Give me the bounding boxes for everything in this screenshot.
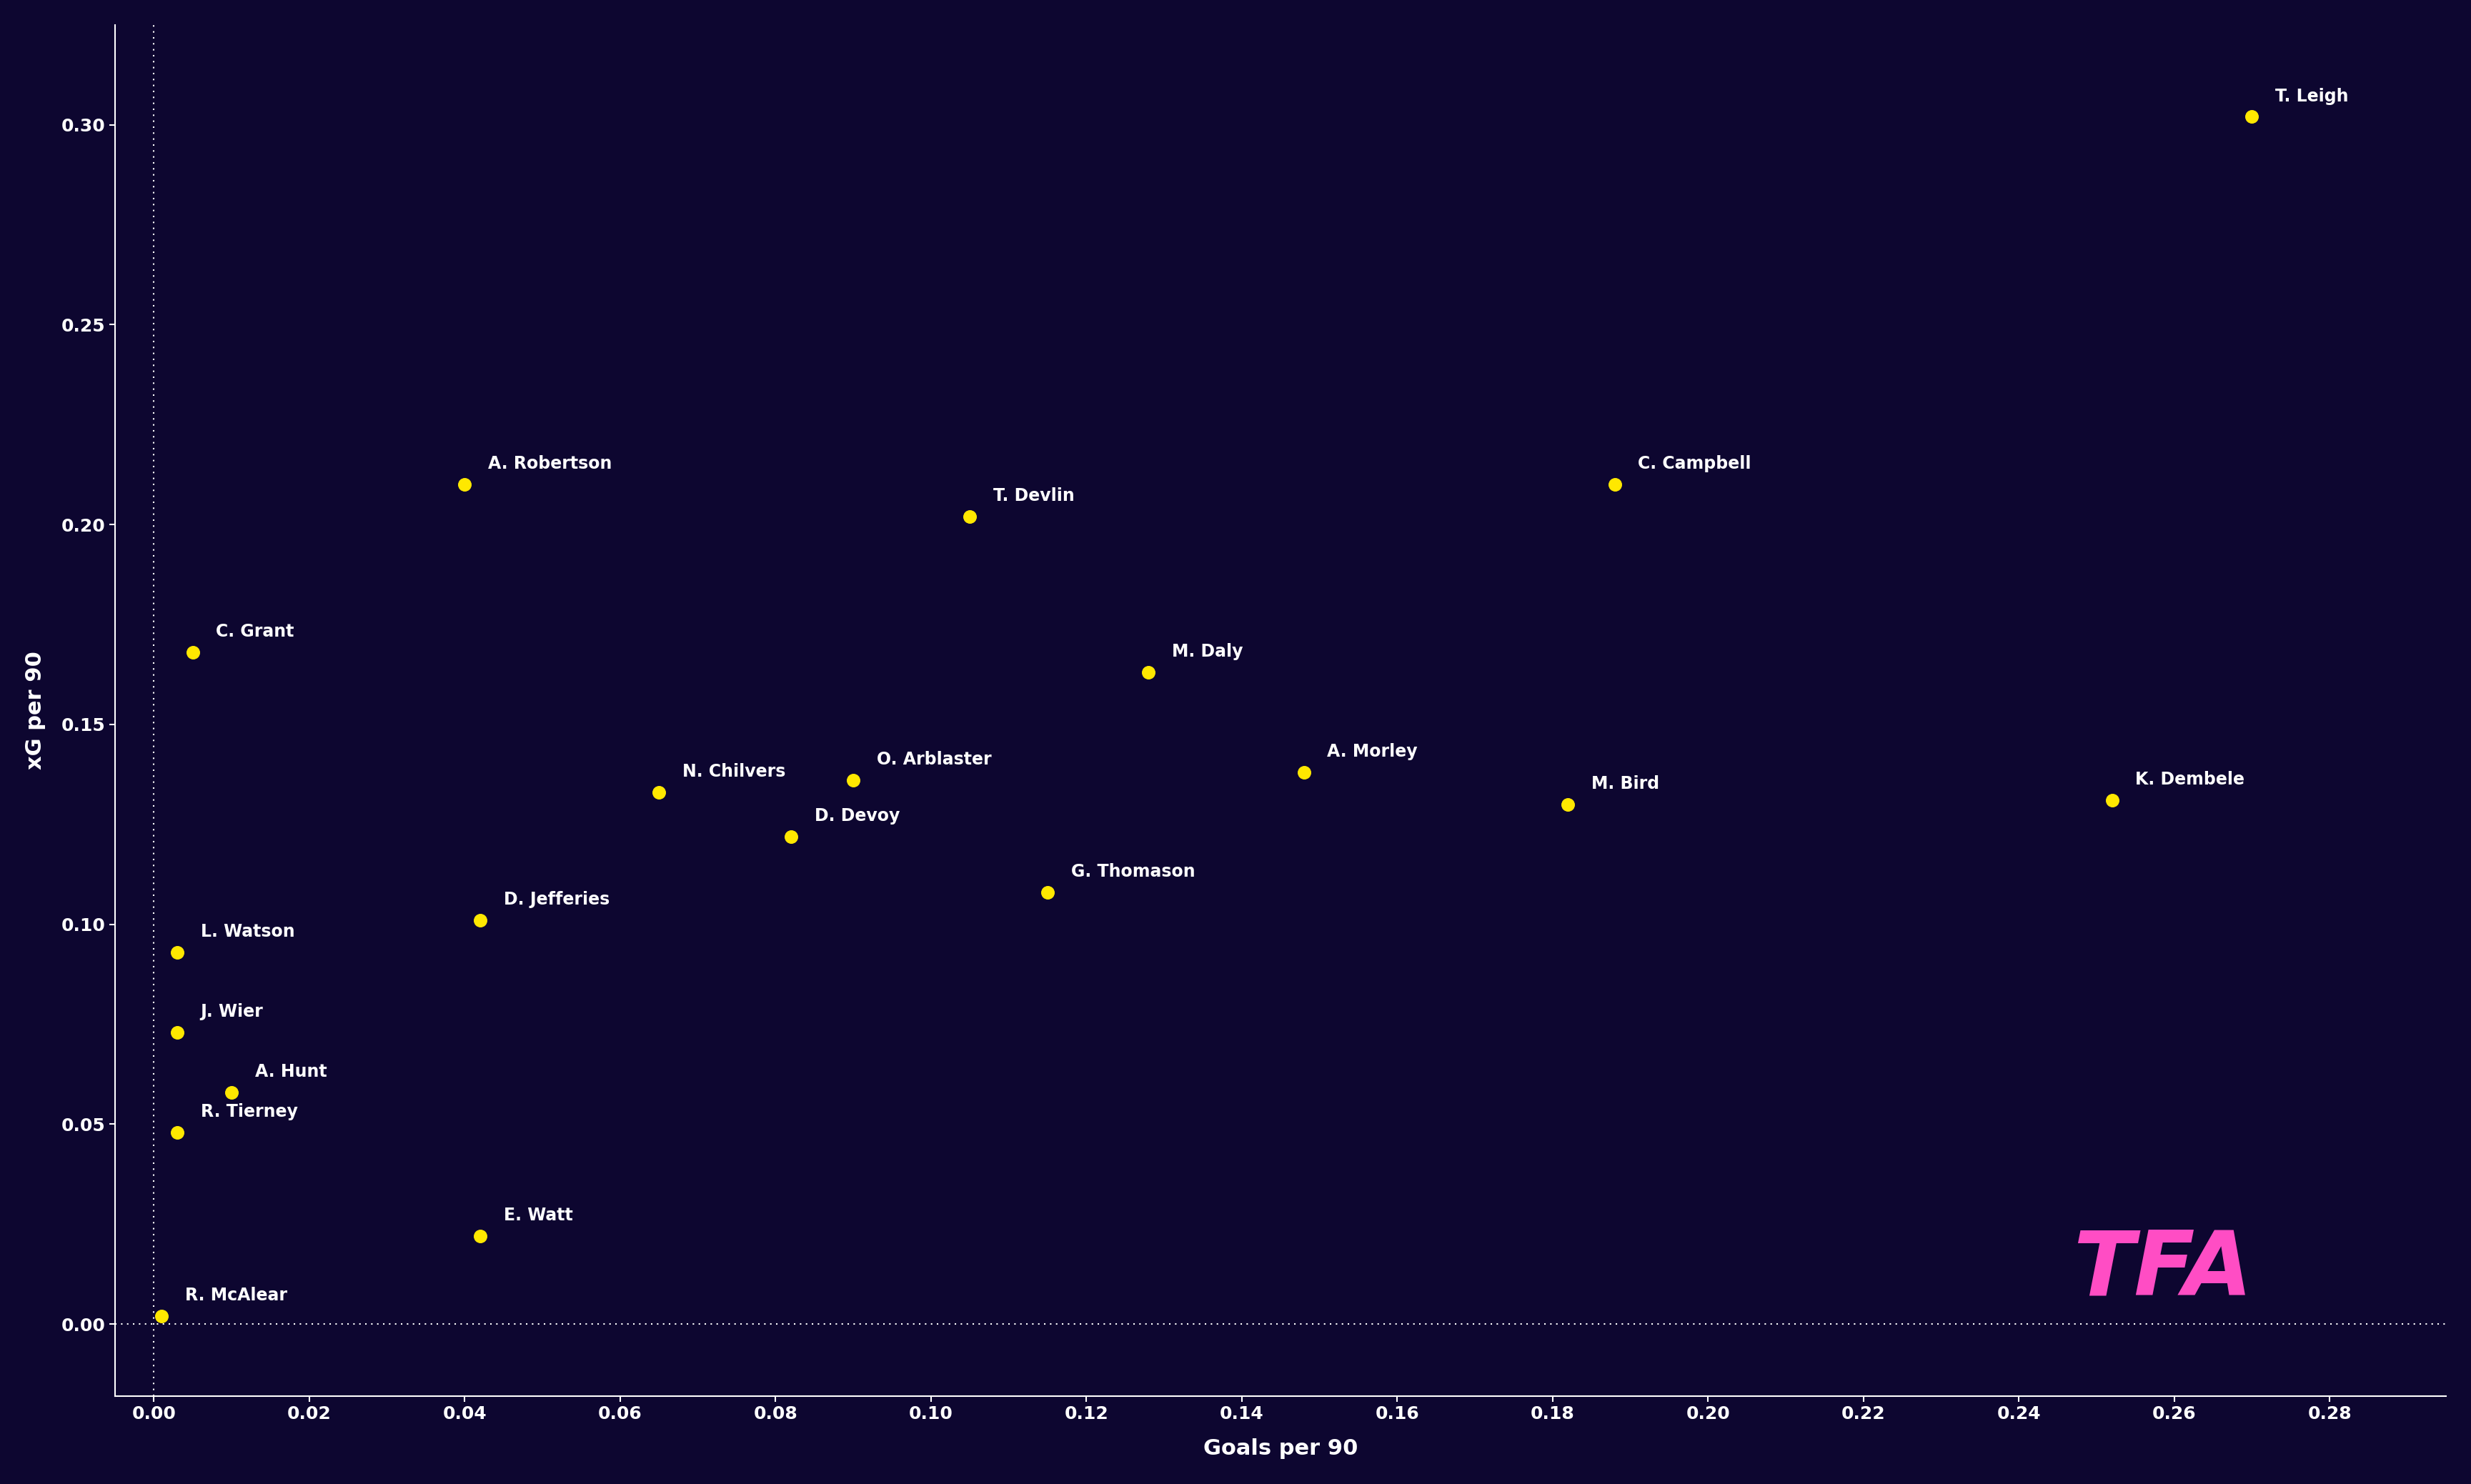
- Point: [460, 908, 499, 932]
- Text: T. Devlin: T. Devlin: [993, 487, 1075, 505]
- Point: [1549, 792, 1589, 816]
- Point: [460, 1224, 499, 1248]
- Point: [445, 473, 484, 497]
- Point: [158, 941, 198, 965]
- Text: N. Chilvers: N. Chilvers: [682, 763, 786, 781]
- Point: [2093, 788, 2132, 812]
- Point: [1594, 473, 1633, 497]
- Text: E. Watt: E. Watt: [504, 1206, 573, 1224]
- Text: TFA: TFA: [2073, 1227, 2254, 1313]
- Point: [833, 769, 872, 792]
- Point: [1129, 660, 1169, 684]
- Text: A. Hunt: A. Hunt: [255, 1063, 326, 1080]
- Text: D. Devoy: D. Devoy: [815, 807, 899, 824]
- Point: [949, 505, 988, 528]
- Text: R. Tierney: R. Tierney: [200, 1103, 297, 1120]
- Point: [158, 1120, 198, 1144]
- Text: M. Daly: M. Daly: [1171, 643, 1243, 660]
- Text: L. Watson: L. Watson: [200, 923, 294, 941]
- Point: [771, 825, 810, 849]
- Y-axis label: xG per 90: xG per 90: [25, 651, 44, 770]
- Point: [141, 1304, 180, 1328]
- Point: [640, 781, 680, 804]
- Text: A. Robertson: A. Robertson: [489, 456, 613, 472]
- Text: A. Morley: A. Morley: [1327, 743, 1418, 760]
- Text: T. Leigh: T. Leigh: [2276, 88, 2347, 105]
- X-axis label: Goals per 90: Goals per 90: [1203, 1438, 1359, 1459]
- Text: G. Thomason: G. Thomason: [1070, 864, 1196, 880]
- Point: [173, 641, 213, 665]
- Text: K. Dembele: K. Dembele: [2135, 772, 2244, 788]
- Text: C. Campbell: C. Campbell: [1638, 456, 1752, 472]
- Text: M. Bird: M. Bird: [1591, 775, 1661, 792]
- Text: D. Jefferies: D. Jefferies: [504, 892, 610, 908]
- Text: O. Arblaster: O. Arblaster: [877, 751, 991, 769]
- Point: [158, 1021, 198, 1045]
- Text: C. Grant: C. Grant: [215, 623, 294, 641]
- Text: R. McAlear: R. McAlear: [185, 1287, 287, 1304]
- Point: [1028, 880, 1067, 904]
- Point: [1285, 760, 1324, 784]
- Text: J. Wier: J. Wier: [200, 1003, 264, 1020]
- Point: [213, 1080, 252, 1104]
- Point: [2231, 105, 2271, 129]
